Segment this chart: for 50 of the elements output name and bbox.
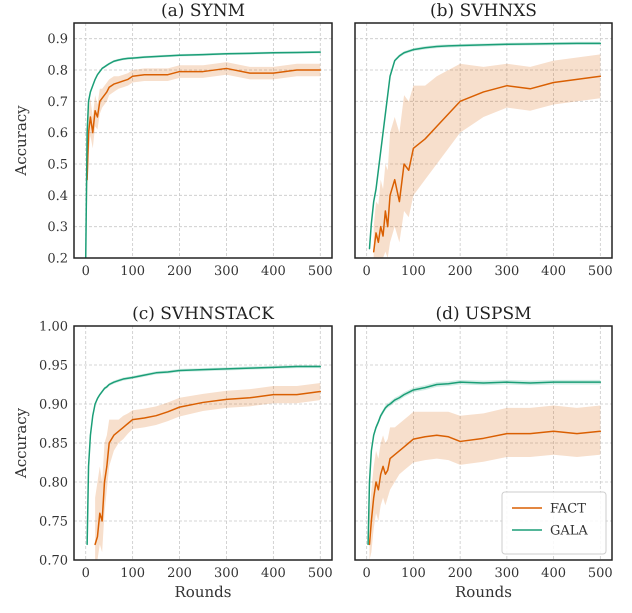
x-tick-label: 400 — [541, 264, 566, 279]
x-tick-label: 500 — [588, 566, 613, 581]
x-axis-title: Rounds — [455, 583, 512, 601]
x-tick-label: 100 — [120, 566, 146, 581]
x-tick-label: 400 — [541, 566, 566, 581]
legend-label: FACT — [550, 502, 586, 517]
y-tick-label: 0.8 — [47, 64, 68, 79]
y-tick-label: 0.85 — [39, 436, 68, 452]
y-tick-label: 0.5 — [47, 158, 68, 173]
y-tick-label: 0.4 — [47, 188, 68, 204]
chart-title: (a) SYNM — [161, 1, 245, 21]
x-tick-label: 300 — [214, 264, 239, 279]
x-tick-label: 0 — [362, 566, 371, 581]
x-tick-label: 100 — [400, 566, 426, 581]
y-axis-title: Accuracy — [12, 104, 30, 177]
x-tick-label: 500 — [308, 264, 333, 279]
x-tick-label: 0 — [82, 566, 90, 581]
y-tick-label: 0.90 — [39, 398, 68, 413]
y-tick-label: 0.7 — [47, 94, 68, 110]
chart-title: (d) USPSM — [435, 304, 532, 324]
y-axis-title: Accuracy — [12, 407, 30, 480]
y-tick-label: 0.70 — [39, 554, 68, 569]
y-tick-label: 0.95 — [39, 358, 68, 374]
y-tick-label: 1.00 — [39, 320, 68, 335]
x-tick-label: 400 — [260, 264, 286, 279]
x-tick-label: 200 — [167, 264, 192, 279]
x-tick-label: 200 — [167, 566, 192, 581]
y-tick-label: 0.3 — [47, 220, 68, 236]
y-tick-label: 0.6 — [47, 126, 68, 142]
x-tick-label: 500 — [588, 264, 613, 279]
x-tick-label: 300 — [494, 264, 520, 279]
chart-title: (c) SVHNSTACK — [132, 304, 274, 324]
y-tick-label: 0.80 — [39, 476, 68, 491]
x-tick-label: 200 — [448, 264, 473, 279]
legend-label: GALA — [550, 524, 588, 539]
x-tick-label: 300 — [494, 566, 520, 581]
x-tick-label: 0 — [82, 264, 90, 279]
y-tick-label: 0.75 — [39, 514, 68, 530]
x-tick-label: 400 — [260, 566, 286, 581]
line-series — [86, 68, 322, 180]
x-tick-label: 200 — [448, 566, 473, 581]
y-tick-label: 0.9 — [47, 32, 68, 48]
y-tick-label: 0.2 — [47, 252, 68, 267]
x-axis-title: Rounds — [174, 583, 232, 601]
x-tick-label: 0 — [362, 264, 371, 279]
x-tick-label: 100 — [120, 264, 146, 279]
x-tick-label: 100 — [400, 264, 426, 279]
chart-title: (b) SVHNXS — [430, 1, 537, 21]
x-tick-label: 300 — [214, 566, 239, 581]
x-tick-label: 500 — [308, 566, 333, 581]
